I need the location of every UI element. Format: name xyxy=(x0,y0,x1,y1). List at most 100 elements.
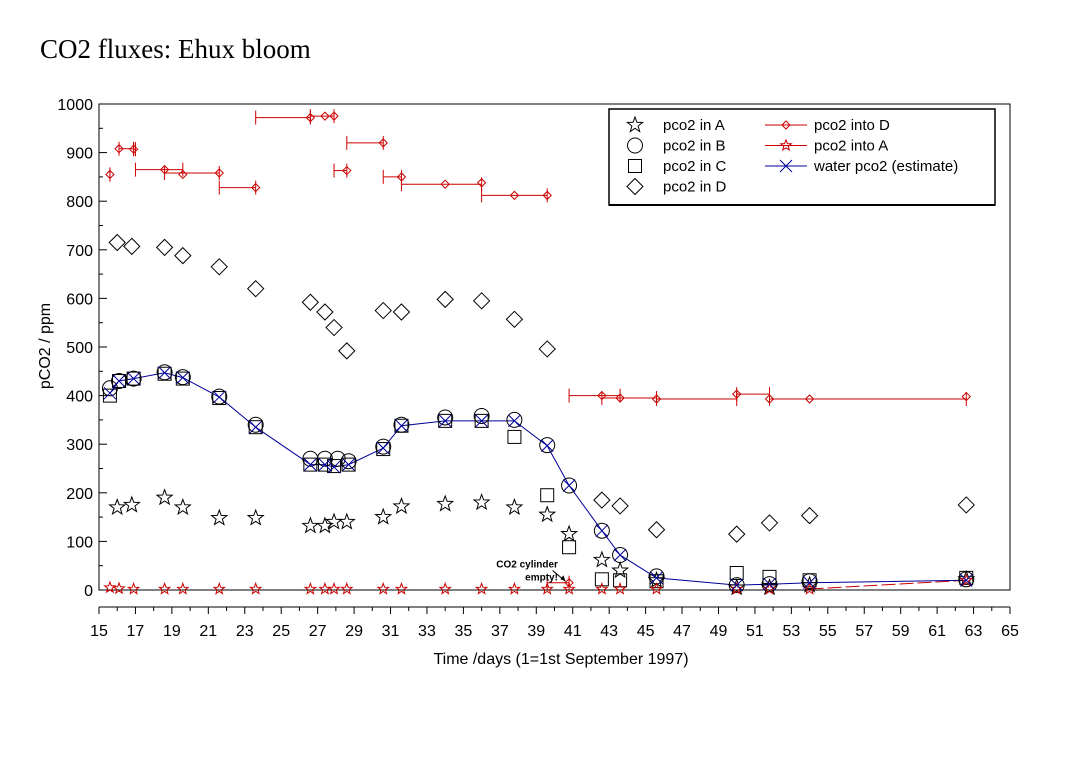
x-tick-label: 39 xyxy=(527,623,545,640)
pco2-into-d-point xyxy=(250,182,261,193)
pco2-into-d-point xyxy=(159,164,170,175)
pco2-in-d-point xyxy=(611,497,629,515)
pco2-into-a-point xyxy=(376,581,391,595)
water-pco2-estimate--point xyxy=(376,441,390,455)
pco2-in-c-point xyxy=(175,371,190,386)
pco2-in-c-point xyxy=(540,488,555,503)
x-tick-label: 61 xyxy=(928,623,946,640)
x-axis-label: Time /days (1=1st September 1997) xyxy=(433,651,688,668)
pco2-into-d-point xyxy=(378,138,388,148)
x-tick-label: 33 xyxy=(418,623,436,640)
y-tick-label: 200 xyxy=(66,486,93,503)
pco2-into-d-point xyxy=(731,389,742,399)
pco2-in-d-point xyxy=(392,303,411,321)
pco2-in-d-point xyxy=(246,279,265,298)
pco2-in-a-point xyxy=(374,507,393,525)
x-tick-label: 49 xyxy=(710,623,728,640)
pco2-in-d-point xyxy=(472,292,491,310)
annotations: CO2 cylinder empty! xyxy=(496,559,566,583)
pco2-in-d-point xyxy=(316,303,334,321)
legend-marker xyxy=(628,159,642,173)
x-tick-label: 29 xyxy=(345,623,363,640)
pco2-in-a-point xyxy=(560,524,579,542)
pco2-in-a-point xyxy=(611,561,630,579)
x-tick-label: 27 xyxy=(309,623,327,640)
pco2-into-a-point xyxy=(540,581,554,595)
water-pco2-estimate--point xyxy=(763,577,776,591)
pco2-in-a-point xyxy=(472,493,491,511)
pco2-into-a-point xyxy=(729,581,744,595)
water-pco2-line xyxy=(109,372,967,586)
legend: pco2 in A pco2 in B pco2 in C pco2 in D pco2… xyxy=(608,108,996,206)
pco2-in-c-point xyxy=(303,457,318,472)
legend-label: pco2 in C xyxy=(663,158,727,175)
pco2-in-d-point xyxy=(301,293,320,311)
pco2-in-b-point xyxy=(539,437,556,454)
legend-marker xyxy=(779,159,793,173)
pco2-into-a-point xyxy=(126,581,141,595)
pco2-in-c-point xyxy=(102,388,117,403)
water-pco2-estimate--point xyxy=(395,419,408,433)
pco2-in-d-point xyxy=(647,521,666,539)
pco2-in-d-point xyxy=(957,496,975,514)
water-pco2-estimate--point xyxy=(959,573,973,587)
x-tick-label: 15 xyxy=(90,623,108,640)
legend-marker xyxy=(627,137,643,154)
pco2-into-d-point xyxy=(476,178,487,188)
pco2-in-b-point xyxy=(316,450,333,467)
pco2-in-d-point xyxy=(760,514,779,532)
water-pco2-estimate--point xyxy=(803,576,816,590)
annotation-arrowhead xyxy=(560,575,566,582)
water-pco2-estimate--point xyxy=(595,524,609,538)
pco2-in-b-point xyxy=(125,370,142,387)
pco2-in-c-point xyxy=(126,371,141,386)
pco2-in-d-point xyxy=(727,525,746,543)
water-pco2-estimate--point xyxy=(562,479,576,492)
y-tick-label: 800 xyxy=(66,194,93,211)
pco2-in-b-point xyxy=(561,477,578,494)
pco2-in-d-point xyxy=(338,342,356,360)
annotation-text: CO2 cylinder xyxy=(496,559,558,570)
pco2-into-d-point xyxy=(128,144,139,154)
pco2-into-d-point xyxy=(651,394,662,404)
pco2-into-d-point xyxy=(440,179,450,189)
data-marks xyxy=(101,111,976,596)
y-tick-label: 700 xyxy=(66,243,93,260)
pco2-in-d-point xyxy=(155,238,174,257)
pco2-in-a-point xyxy=(392,496,411,515)
pco2-in-b-point xyxy=(437,409,454,426)
pco2-in-b-point xyxy=(247,416,264,433)
water-pco2-estimate--point xyxy=(650,571,663,585)
legend-label: pco2 in A xyxy=(663,117,725,134)
water-pco2-estimate--point xyxy=(318,458,332,471)
pco2-in-c-point xyxy=(474,413,489,428)
pco2-into-d-point xyxy=(396,172,407,182)
pco2-into-a-point xyxy=(318,581,332,595)
water-pco2-estimate--point xyxy=(112,374,126,388)
pco2-in-b-point xyxy=(612,547,629,564)
y-axis-label: pCO2 / ppm xyxy=(37,303,54,389)
pco2-into-d-point xyxy=(564,578,574,588)
x-tick-label: 25 xyxy=(272,623,290,640)
pco2-into-a-point xyxy=(303,581,318,595)
x-tick-label: 55 xyxy=(819,623,837,640)
pco2-in-b-point xyxy=(506,411,523,428)
water-pco2-estimate--point xyxy=(176,371,190,384)
pco2-in-b-point xyxy=(593,522,610,539)
pco2-into-a-point xyxy=(438,581,452,595)
pco2-into-a-point xyxy=(327,581,341,595)
water-pco2-estimate--point xyxy=(438,414,452,428)
pco2-in-b-point xyxy=(473,408,490,425)
pco2-into-a-line xyxy=(809,579,967,590)
pco2-in-d-point xyxy=(505,310,524,329)
y-tick-label: 1000 xyxy=(57,97,93,114)
pco2-into-d-point xyxy=(214,168,224,178)
legend-marker xyxy=(626,115,644,133)
pco2-into-a-point xyxy=(103,580,117,594)
pco2-in-d-point xyxy=(123,237,141,256)
legend-label: pco2 in D xyxy=(663,179,727,196)
legend-label: pco2 into D xyxy=(814,117,890,134)
x-tick-label: 63 xyxy=(965,623,983,640)
pco2-into-d-point xyxy=(597,390,607,401)
